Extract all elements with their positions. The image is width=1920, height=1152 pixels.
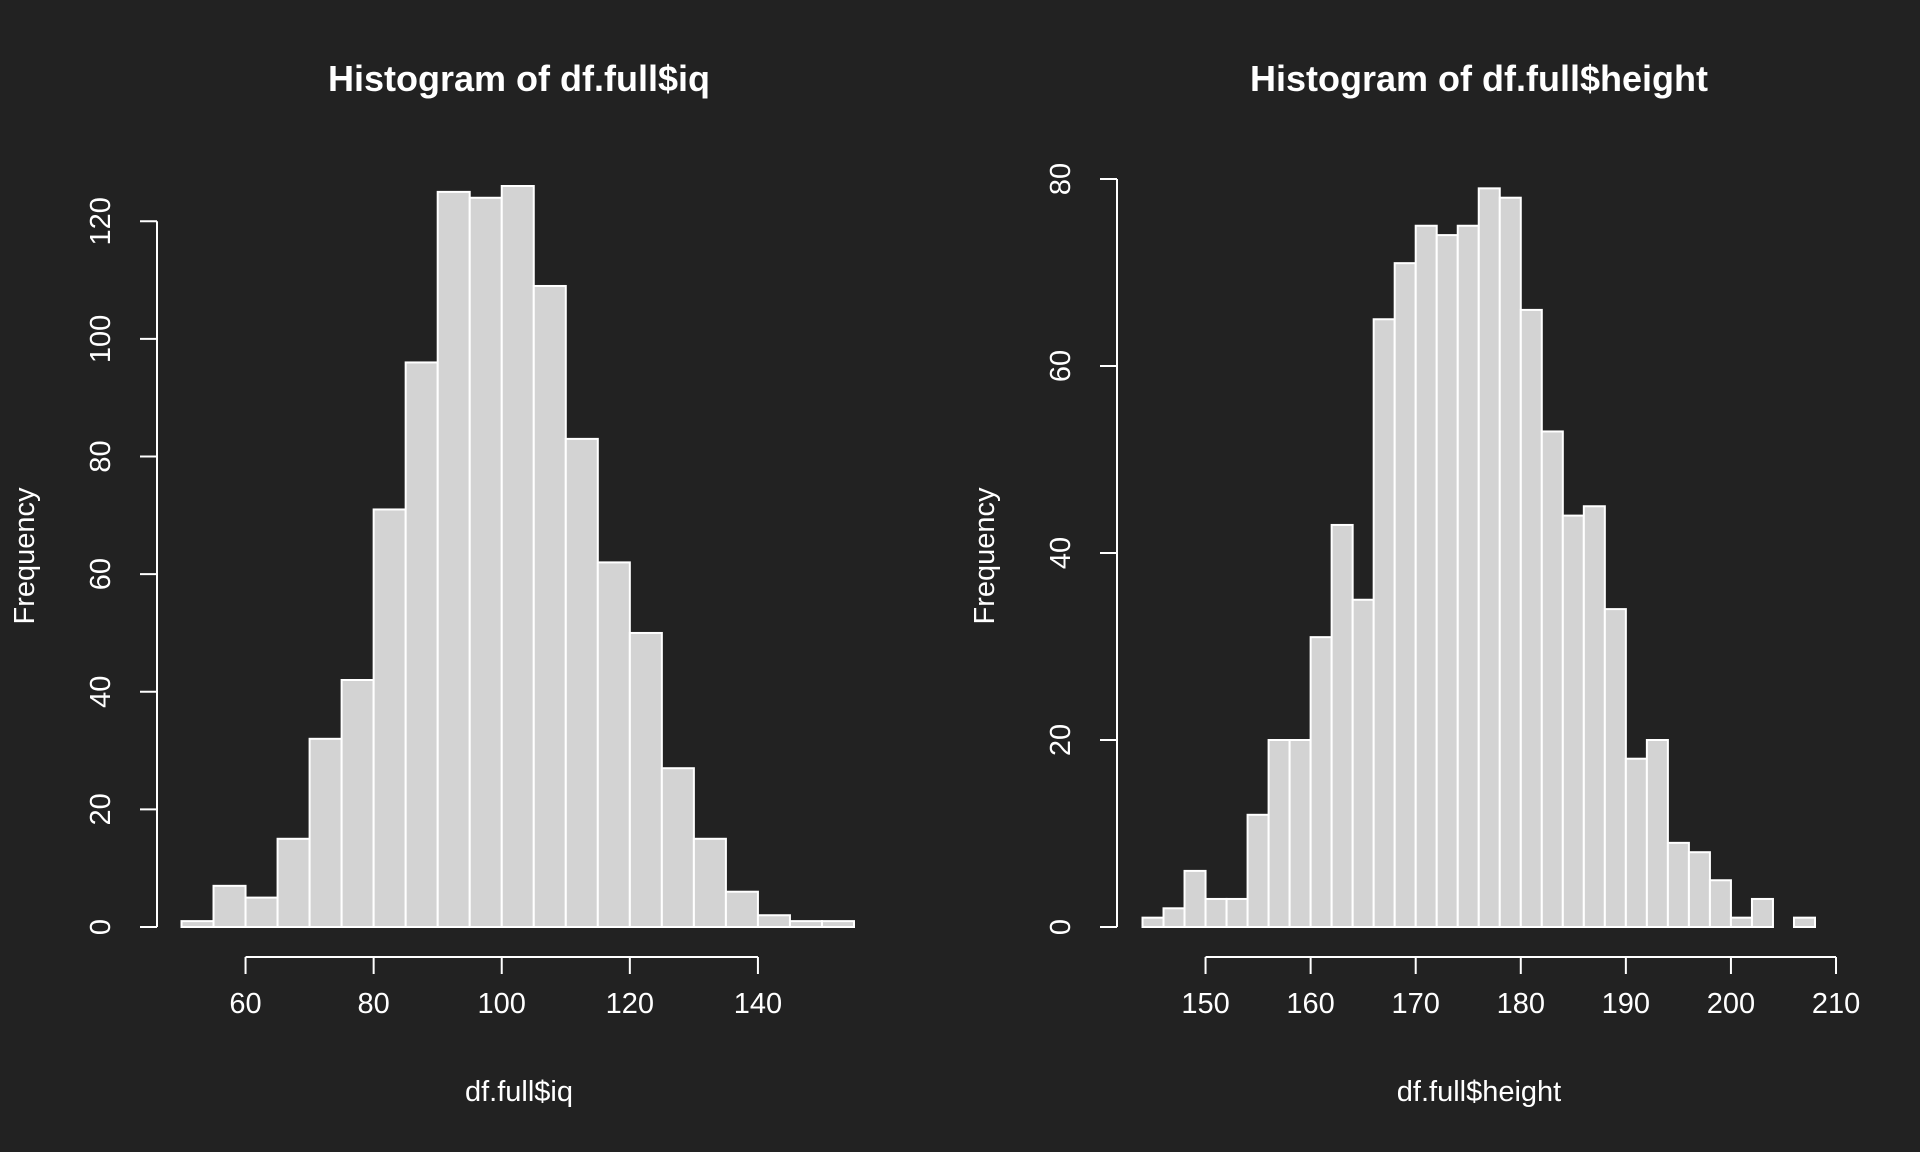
- iq-bar: [180, 920, 215, 928]
- iq-bar: [532, 284, 567, 928]
- iq-bar: [244, 896, 279, 928]
- height-bar: [1540, 430, 1564, 928]
- height-y-tick-label: 60: [1045, 350, 1077, 382]
- iq-x-axis: 60 80 100 120 140: [229, 956, 782, 1020]
- iq-x-tick-label: 60: [229, 988, 261, 1020]
- height-bar: [1204, 897, 1228, 929]
- height-bar: [1624, 757, 1648, 929]
- height-y-tick-label: 20: [1045, 724, 1077, 756]
- iq-x-axis-label: df.full$iq: [465, 1076, 573, 1108]
- height-x-tick-label: 210: [1812, 988, 1860, 1020]
- height-bar: [1666, 841, 1690, 928]
- height-x-tick-label: 180: [1497, 988, 1545, 1020]
- iq-bar: [212, 884, 247, 928]
- height-y-tick-label: 80: [1045, 163, 1077, 195]
- iq-bar: [564, 437, 599, 928]
- height-bar: [1372, 318, 1396, 928]
- height-bar: [1456, 224, 1480, 928]
- iq-bar: [372, 508, 407, 928]
- height-x-tick-label: 170: [1392, 988, 1440, 1020]
- height-bar: [1267, 739, 1291, 928]
- height-y-tick-label: 40: [1045, 537, 1077, 569]
- height-y-tick-label: 0: [1045, 919, 1077, 935]
- height-bar: [1414, 224, 1438, 928]
- height-bar: [1435, 234, 1459, 929]
- height-bar: [1330, 523, 1354, 928]
- height-bar: [1582, 505, 1606, 928]
- height-x-tick-label: 160: [1286, 988, 1334, 1020]
- height-bar: [1561, 514, 1585, 928]
- iq-y-tick-label: 0: [85, 919, 117, 935]
- height-bar: [1309, 636, 1333, 929]
- iq-y-axis: 0 20 40 60 80 100 120: [85, 197, 158, 935]
- iq-y-tick-label: 100: [85, 315, 117, 363]
- iq-histogram-panel: Histogram of df.full$iq df.full$iq Frequ…: [9, 58, 856, 1108]
- iq-bar: [468, 196, 503, 928]
- height-bar: [1750, 897, 1774, 929]
- iq-bar: [276, 837, 311, 928]
- height-bar: [1183, 869, 1207, 929]
- height-bar: [1519, 308, 1543, 928]
- iq-bar: [628, 631, 663, 928]
- iq-bar: [436, 190, 471, 928]
- iq-bar: [660, 767, 695, 929]
- iq-x-tick-label: 100: [478, 988, 526, 1020]
- height-bar: [1792, 916, 1816, 929]
- iq-bar: [820, 920, 856, 928]
- iq-y-tick-label: 120: [85, 197, 117, 245]
- height-bar: [1603, 608, 1627, 928]
- height-x-tick-label: 190: [1602, 988, 1650, 1020]
- iq-y-tick-label: 80: [85, 440, 117, 472]
- iq-x-tick-label: 120: [606, 988, 654, 1020]
- height-bar: [1351, 598, 1375, 928]
- height-x-tick-label: 200: [1707, 988, 1755, 1020]
- height-x-tick-label: 150: [1181, 988, 1229, 1020]
- iq-bar: [404, 361, 439, 928]
- height-bar: [1477, 187, 1501, 929]
- iq-bar: [756, 914, 791, 929]
- height-x-axis: 150 160 170 180 190 200 210: [1181, 956, 1860, 1020]
- iq-y-tick-label: 20: [85, 793, 117, 825]
- iq-bar: [308, 737, 343, 928]
- iq-bar: [340, 679, 375, 928]
- height-histogram-panel: Histogram of df.full$height df.full$heig…: [969, 58, 1860, 1108]
- height-bar: [1729, 916, 1753, 929]
- height-y-axis-label: Frequency: [969, 487, 1001, 625]
- height-bar: [1162, 907, 1186, 928]
- iq-bar: [596, 561, 631, 929]
- height-bar: [1393, 262, 1417, 928]
- iq-bar: [692, 837, 727, 928]
- height-bar: [1246, 813, 1270, 928]
- iq-x-tick-label: 140: [734, 988, 782, 1020]
- iq-y-tick-label: 40: [85, 676, 117, 708]
- height-bar: [1225, 897, 1249, 929]
- iq-y-axis-label: Frequency: [9, 487, 41, 625]
- iq-y-tick-label: 60: [85, 558, 117, 590]
- iq-bar: [724, 890, 759, 929]
- height-bar: [1141, 916, 1165, 929]
- iq-chart-title: Histogram of df.full$iq: [328, 58, 710, 99]
- iq-bar: [788, 920, 823, 928]
- height-bars: [1141, 187, 1816, 929]
- height-chart-title: Histogram of df.full$height: [1250, 58, 1708, 99]
- height-bar: [1645, 739, 1669, 928]
- height-bar: [1288, 739, 1312, 928]
- height-bar: [1687, 851, 1711, 929]
- height-bar: [1708, 879, 1732, 928]
- iq-bars: [180, 185, 856, 929]
- iq-bar: [500, 185, 535, 928]
- height-x-axis-label: df.full$height: [1397, 1076, 1561, 1108]
- iq-x-tick-label: 80: [358, 988, 390, 1020]
- height-bar: [1498, 196, 1522, 928]
- height-y-axis: 0 20 40 60 80: [1045, 163, 1118, 935]
